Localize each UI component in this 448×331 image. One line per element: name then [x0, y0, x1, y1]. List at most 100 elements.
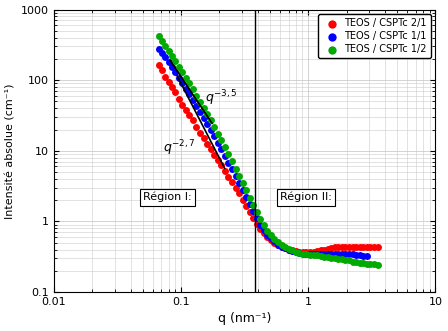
TEOS / CSPTc 1/2 [172, 59, 179, 64]
TEOS / CSPTc 2/1 [289, 248, 296, 253]
TEOS / CSPTc 1/1 [317, 251, 324, 256]
TEOS / CSPTc 2/1 [235, 191, 242, 196]
TEOS / CSPTc 2/1 [264, 234, 271, 240]
TEOS / CSPTc 2/1 [218, 163, 225, 168]
TEOS / CSPTc 1/2 [186, 81, 193, 86]
TEOS / CSPTc 2/1 [182, 107, 190, 113]
Text: $q^{-3,5}$: $q^{-3,5}$ [205, 89, 238, 108]
TEOS / CSPTc 2/1 [159, 67, 166, 72]
TEOS / CSPTc 2/1 [303, 249, 310, 255]
TEOS / CSPTc 1/1 [324, 251, 331, 256]
TEOS / CSPTc 1/1 [289, 249, 296, 254]
TEOS / CSPTc 2/1 [363, 244, 370, 249]
TEOS / CSPTc 1/2 [271, 236, 278, 241]
TEOS / CSPTc 2/1 [345, 244, 353, 249]
TEOS / CSPTc 1/1 [179, 81, 186, 86]
TEOS / CSPTc 1/2 [264, 228, 271, 233]
TEOS / CSPTc 1/1 [267, 235, 275, 241]
TEOS / CSPTc 1/2 [363, 261, 370, 266]
X-axis label: q (nm⁻¹): q (nm⁻¹) [218, 312, 271, 325]
TEOS / CSPTc 1/1 [246, 202, 253, 207]
TEOS / CSPTc 2/1 [186, 113, 193, 118]
TEOS / CSPTc 1/2 [175, 64, 182, 70]
TEOS / CSPTc 1/2 [310, 253, 317, 258]
TEOS / CSPTc 1/2 [321, 255, 328, 260]
TEOS / CSPTc 1/2 [250, 203, 257, 208]
TEOS / CSPTc 1/2 [342, 258, 349, 263]
TEOS / CSPTc 1/1 [264, 232, 271, 237]
TEOS / CSPTc 1/1 [218, 147, 225, 152]
TEOS / CSPTc 1/1 [211, 134, 218, 139]
TEOS / CSPTc 2/1 [239, 198, 246, 203]
TEOS / CSPTc 1/2 [285, 246, 292, 252]
TEOS / CSPTc 1/2 [331, 256, 338, 261]
TEOS / CSPTc 1/2 [218, 138, 225, 143]
TEOS / CSPTc 1/2 [179, 70, 186, 75]
TEOS / CSPTc 1/1 [338, 251, 345, 256]
TEOS / CSPTc 2/1 [242, 204, 250, 209]
TEOS / CSPTc 2/1 [349, 244, 356, 249]
TEOS / CSPTc 1/1 [228, 166, 236, 172]
TEOS / CSPTc 2/1 [321, 247, 328, 252]
TEOS / CSPTc 1/1 [271, 239, 278, 244]
TEOS / CSPTc 2/1 [155, 62, 163, 68]
TEOS / CSPTc 2/1 [197, 130, 204, 135]
TEOS / CSPTc 2/1 [335, 245, 342, 250]
TEOS / CSPTc 1/1 [342, 251, 349, 256]
TEOS / CSPTc 2/1 [271, 240, 278, 245]
TEOS / CSPTc 1/2 [193, 93, 200, 99]
TEOS / CSPTc 1/2 [267, 232, 275, 238]
TEOS / CSPTc 2/1 [331, 245, 338, 250]
TEOS / CSPTc 1/2 [349, 259, 356, 264]
TEOS / CSPTc 1/2 [203, 112, 211, 117]
TEOS / CSPTc 1/1 [207, 128, 214, 133]
TEOS / CSPTc 1/1 [306, 251, 314, 256]
TEOS / CSPTc 2/1 [253, 221, 260, 227]
TEOS / CSPTc 1/2 [162, 43, 169, 49]
TEOS / CSPTc 1/1 [172, 70, 179, 75]
TEOS / CSPTc 1/1 [197, 110, 204, 115]
TEOS / CSPTc 1/2 [345, 258, 353, 263]
Y-axis label: Intensité absolue (cm⁻¹): Intensité absolue (cm⁻¹) [5, 83, 16, 218]
TEOS / CSPTc 2/1 [257, 226, 264, 232]
TEOS / CSPTc 1/1 [303, 251, 310, 256]
TEOS / CSPTc 1/2 [306, 253, 314, 258]
TEOS / CSPTc 2/1 [367, 244, 374, 249]
TEOS / CSPTc 1/2 [299, 251, 306, 256]
TEOS / CSPTc 2/1 [285, 247, 292, 252]
TEOS / CSPTc 1/2 [242, 188, 250, 193]
TEOS / CSPTc 1/2 [338, 257, 345, 262]
TEOS / CSPTc 1/1 [321, 251, 328, 256]
TEOS / CSPTc 2/1 [278, 244, 285, 249]
TEOS / CSPTc 2/1 [338, 245, 345, 250]
TEOS / CSPTc 1/1 [310, 251, 317, 256]
TEOS / CSPTc 1/1 [232, 173, 239, 179]
TEOS / CSPTc 2/1 [310, 249, 317, 255]
TEOS / CSPTc 1/1 [159, 50, 166, 55]
TEOS / CSPTc 1/2 [281, 245, 289, 250]
TEOS / CSPTc 1/1 [203, 121, 211, 126]
TEOS / CSPTc 1/1 [296, 250, 303, 256]
TEOS / CSPTc 1/1 [221, 153, 228, 159]
TEOS / CSPTc 1/1 [253, 216, 260, 221]
TEOS / CSPTc 2/1 [246, 210, 253, 215]
TEOS / CSPTc 2/1 [324, 246, 331, 252]
TEOS / CSPTc 1/2 [182, 75, 190, 80]
TEOS / CSPTc 1/1 [281, 245, 289, 251]
TEOS / CSPTc 2/1 [281, 245, 289, 251]
TEOS / CSPTc 1/1 [363, 254, 370, 259]
TEOS / CSPTc 1/1 [239, 187, 246, 193]
TEOS / CSPTc 1/1 [278, 244, 285, 249]
TEOS / CSPTc 1/1 [331, 251, 338, 256]
TEOS / CSPTc 1/2 [335, 257, 342, 262]
TEOS / CSPTc 1/2 [225, 151, 232, 157]
TEOS / CSPTc 2/1 [317, 248, 324, 253]
TEOS / CSPTc 1/2 [253, 210, 260, 215]
TEOS / CSPTc 1/1 [275, 242, 282, 247]
TEOS / CSPTc 2/1 [370, 244, 378, 249]
TEOS / CSPTc 1/2 [370, 261, 378, 266]
TEOS / CSPTc 1/2 [165, 48, 172, 54]
TEOS / CSPTc 1/2 [292, 249, 299, 255]
TEOS / CSPTc 1/1 [250, 209, 257, 214]
TEOS / CSPTc 1/2 [159, 38, 166, 44]
